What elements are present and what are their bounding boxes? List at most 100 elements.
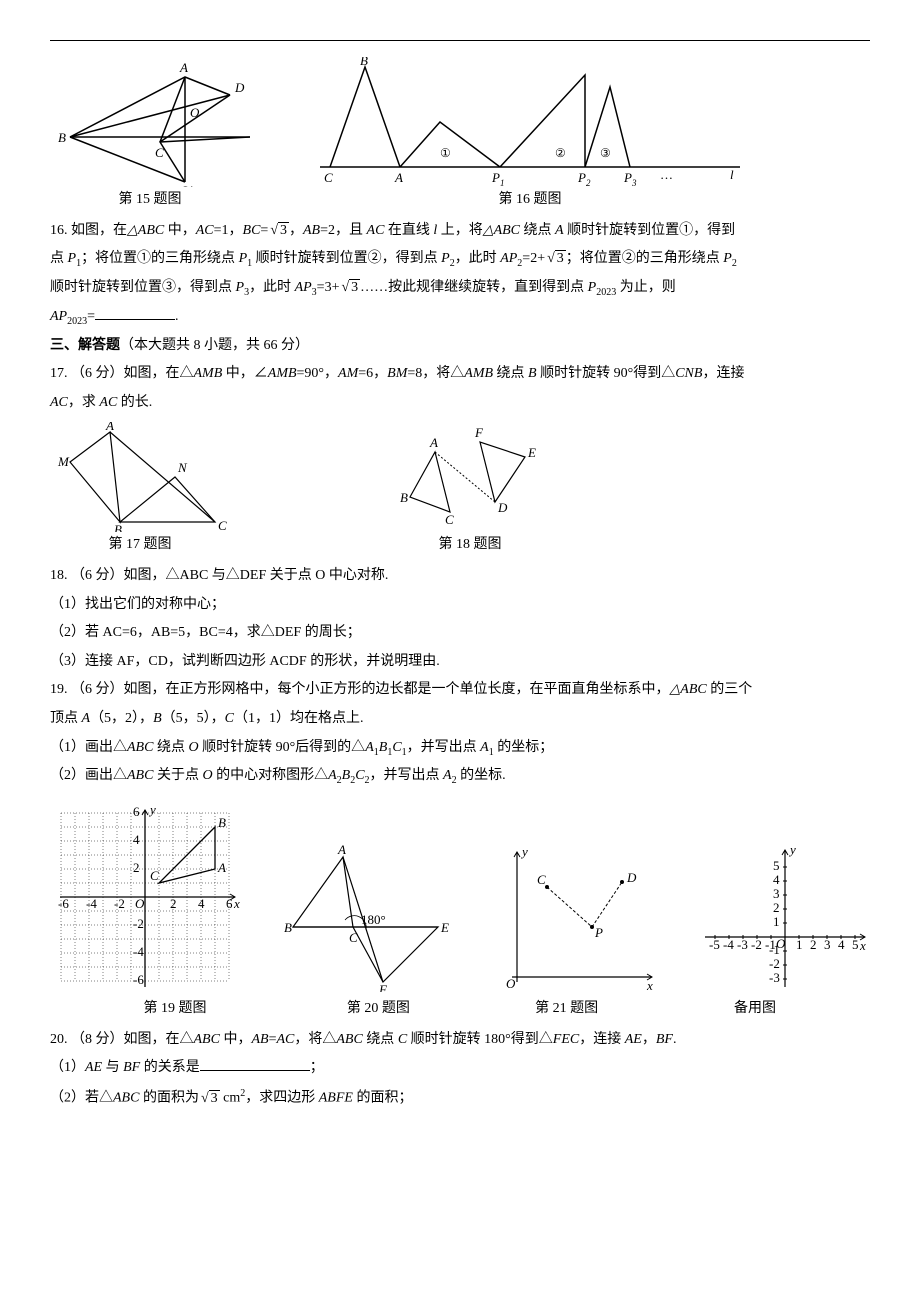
- svg-text:2: 2: [170, 896, 177, 911]
- q20-num: 20.: [50, 1032, 68, 1047]
- t: 顺时针旋转到位置①，得到: [564, 223, 736, 238]
- t: ；: [310, 1060, 324, 1075]
- svg-text:B: B: [218, 815, 226, 830]
- svg-text:E: E: [440, 920, 449, 935]
- ap2023: AP: [50, 309, 67, 324]
- label-A: A: [394, 170, 403, 185]
- t: AE: [85, 1060, 102, 1075]
- t: AE: [625, 1032, 642, 1047]
- svg-text:x: x: [646, 978, 653, 992]
- t: 的坐标；: [494, 740, 554, 755]
- figure-15-svg: A B C D O B′ O′: [50, 57, 250, 187]
- q19-s1: （1）画出△ABC 绕点 O 顺时针旋转 90°后得到的△A1B1C1，并写出点…: [50, 735, 870, 762]
- t: 在直线: [384, 223, 433, 238]
- t: AC: [99, 395, 117, 410]
- svg-text:-6: -6: [58, 896, 69, 911]
- figure-backup-svg: -5-4-3-2-112345-3-2-112345 O x y: [700, 842, 870, 992]
- svg-text:x: x: [233, 896, 240, 911]
- blank-input[interactable]: [95, 305, 175, 320]
- t: 3: [278, 222, 289, 238]
- p1: P: [239, 251, 248, 266]
- t: 中，∠: [222, 366, 268, 381]
- t: ，: [289, 223, 303, 238]
- svg-text:A: A: [217, 860, 226, 875]
- label-P2: P2: [577, 170, 591, 187]
- figure-17-svg: M A B N C: [50, 422, 230, 532]
- svg-text:O: O: [135, 896, 145, 911]
- blank-input[interactable]: [200, 1056, 310, 1071]
- t: （2）若△: [50, 1091, 113, 1106]
- sqrt3: 3: [268, 218, 289, 245]
- figure-19: -6-6-4-4-2-2224466 A B C O x y: [50, 802, 240, 992]
- q18-num: 18.: [50, 568, 68, 583]
- t: AMB: [464, 366, 493, 381]
- t: （6 分）如图，在正方形网格中，每个小正方形的边长都是一个单位长度，在平面直角坐…: [71, 682, 670, 697]
- t: O: [202, 768, 212, 783]
- q18-s3: （3）连接 AF，CD，试判断四边形 ACDF 的形状，并说明理由.: [50, 649, 870, 676]
- t: B: [153, 711, 162, 726]
- t: cm: [220, 1091, 241, 1106]
- t: ，此时: [249, 280, 295, 295]
- p1: P: [68, 251, 77, 266]
- t: 的关系是: [140, 1060, 200, 1075]
- q18-s2: （2）若 AC=6，AB=5，BC=4，求△DEF 的周长；: [50, 620, 870, 647]
- ac: AC: [196, 223, 214, 238]
- t: =: [87, 309, 95, 324]
- t: ABC: [127, 768, 153, 783]
- t: AC: [50, 395, 68, 410]
- t: AC: [276, 1032, 294, 1047]
- t: A: [480, 740, 489, 755]
- t: =8，将△: [407, 366, 464, 381]
- figure-16: B C A P1 P2 P3 … l ① ② ③ 第 16 题图: [310, 57, 750, 214]
- t: =3+: [317, 280, 340, 295]
- figure-21: C D P O x y: [497, 842, 657, 992]
- sqrt3: 3: [339, 275, 360, 302]
- fig21-caption: 第 21 题图: [487, 996, 647, 1023]
- t: （1，1）均在格点上.: [234, 711, 364, 726]
- t: =2+: [522, 251, 545, 266]
- t: ，并写出点: [370, 768, 444, 783]
- q19-line1: 19. （6 分）如图，在正方形网格中，每个小正方形的边长都是一个单位长度，在平…: [50, 677, 870, 704]
- label-C: C: [324, 170, 333, 185]
- t: 绕点: [363, 1032, 398, 1047]
- q16-line3: 顺时针旋转到位置③，得到点 P3，此时 AP3=3+3……按此规律继续旋转，直到…: [50, 275, 870, 302]
- figure-backup: -5-4-3-2-112345-3-2-112345 O x y: [700, 842, 870, 992]
- t: CNB: [675, 366, 702, 381]
- t: 顶点: [50, 711, 82, 726]
- svg-text:-4: -4: [723, 937, 734, 952]
- figure-20-svg: A B C E F 180°: [283, 842, 453, 992]
- q20-s1: （1）AE 与 BF 的关系是；: [50, 1055, 870, 1082]
- section-3-heading: 三、解答题（本大题共 8 小题，共 66 分）: [50, 333, 870, 360]
- svg-text:D: D: [626, 870, 637, 885]
- t: 的三个: [707, 682, 753, 697]
- t: =6，: [358, 366, 387, 381]
- label-P1: P1: [491, 170, 504, 187]
- ap3: AP: [295, 280, 312, 295]
- svg-text:B: B: [284, 920, 292, 935]
- svg-text:y: y: [520, 844, 528, 859]
- svg-text:N: N: [177, 460, 188, 475]
- label-c2: ②: [555, 146, 566, 160]
- svg-text:F: F: [474, 425, 484, 440]
- label-B: B: [58, 130, 66, 145]
- t: 3: [349, 279, 360, 295]
- fig-row-19-22: -6-6-4-4-2-2224466 A B C O x y A B C E F…: [50, 802, 870, 992]
- bc: BC: [243, 223, 261, 238]
- label-B: B: [360, 57, 368, 68]
- q16-num: 16.: [50, 223, 68, 238]
- t: 为止，则: [616, 280, 676, 295]
- svg-text:C: C: [349, 930, 358, 945]
- svg-text:O: O: [506, 976, 516, 991]
- t: 顺时针旋转 90°得到△: [537, 366, 676, 381]
- t: A: [328, 768, 337, 783]
- t: （5，5），: [162, 711, 225, 726]
- svg-text:x: x: [859, 938, 866, 953]
- a: A: [555, 223, 564, 238]
- tri-abc: △ABC: [127, 223, 164, 238]
- label-A: A: [179, 60, 188, 75]
- p2023: P: [588, 280, 597, 295]
- figure-18-svg: A B C D E F: [390, 422, 550, 532]
- t: 上，将: [437, 223, 483, 238]
- t: 3: [209, 1090, 220, 1106]
- t: 2023: [596, 287, 616, 298]
